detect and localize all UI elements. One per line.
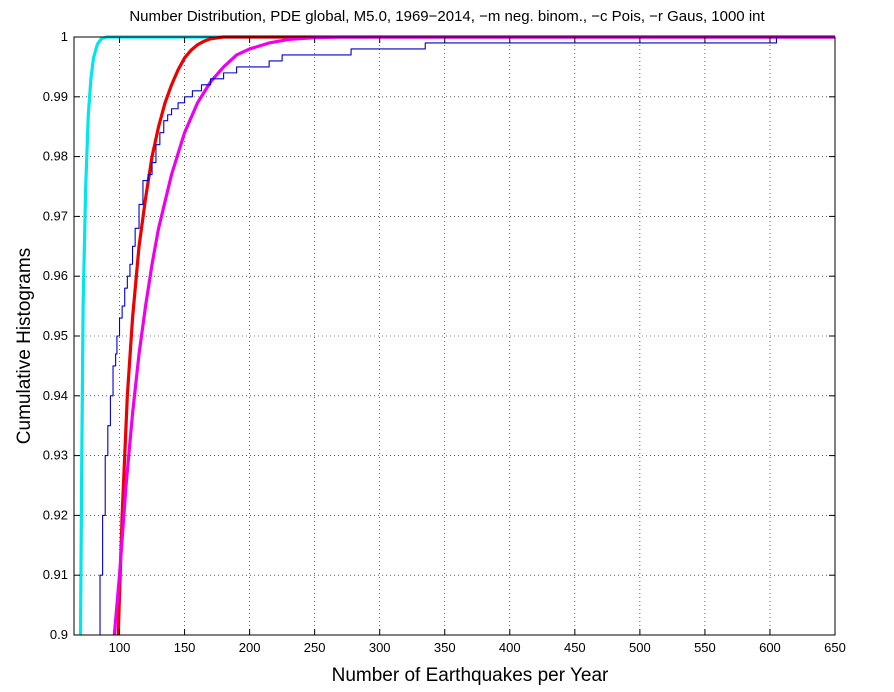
y-tick-label: 0.93 [43, 448, 68, 463]
x-tick-label: 250 [304, 640, 326, 655]
series-gaussian-curve [112, 35, 835, 636]
series-group [78, 35, 835, 636]
y-tick-label: 0.97 [43, 208, 68, 223]
y-axis-label: Cumulative Histograms [14, 248, 35, 444]
x-tick-label: 400 [499, 640, 521, 655]
x-tick-label: 450 [564, 640, 586, 655]
y-tick-label: 0.96 [43, 268, 68, 283]
x-tick-label: 200 [239, 640, 261, 655]
x-tick-label: 150 [174, 640, 196, 655]
series-poisson-curve [78, 35, 835, 636]
x-tick-label: 600 [759, 640, 781, 655]
x-tick-label: 500 [629, 640, 651, 655]
series-observed-step-histogram [99, 36, 835, 635]
y-tick-label: 0.92 [43, 507, 68, 522]
y-tick-label: 0.91 [43, 567, 68, 582]
y-tick-label: 0.94 [43, 388, 68, 403]
y-tick-label: 0.99 [43, 89, 68, 104]
x-axis-label: Number of Earthquakes per Year [332, 665, 609, 686]
x-tick-label: 300 [369, 640, 391, 655]
y-tick-label: 0.98 [43, 149, 68, 164]
y-tick-label: 0.9 [50, 627, 68, 642]
x-tick-label: 550 [694, 640, 716, 655]
x-tick-label: 650 [824, 640, 846, 655]
x-tick-label: 350 [434, 640, 456, 655]
x-tick-label: 100 [109, 640, 131, 655]
y-tick-label: 1 [61, 29, 68, 44]
y-tick-label: 0.95 [43, 328, 68, 343]
chart-title: Number Distribution, PDE global, M5.0, 1… [129, 8, 765, 25]
grid-lines [74, 37, 835, 635]
series-neg-binomial-curve [116, 35, 835, 636]
axis-ticks: 100 150 200 250 300 350 400 450 500 550 600 650 0.9 0… [43, 29, 846, 655]
